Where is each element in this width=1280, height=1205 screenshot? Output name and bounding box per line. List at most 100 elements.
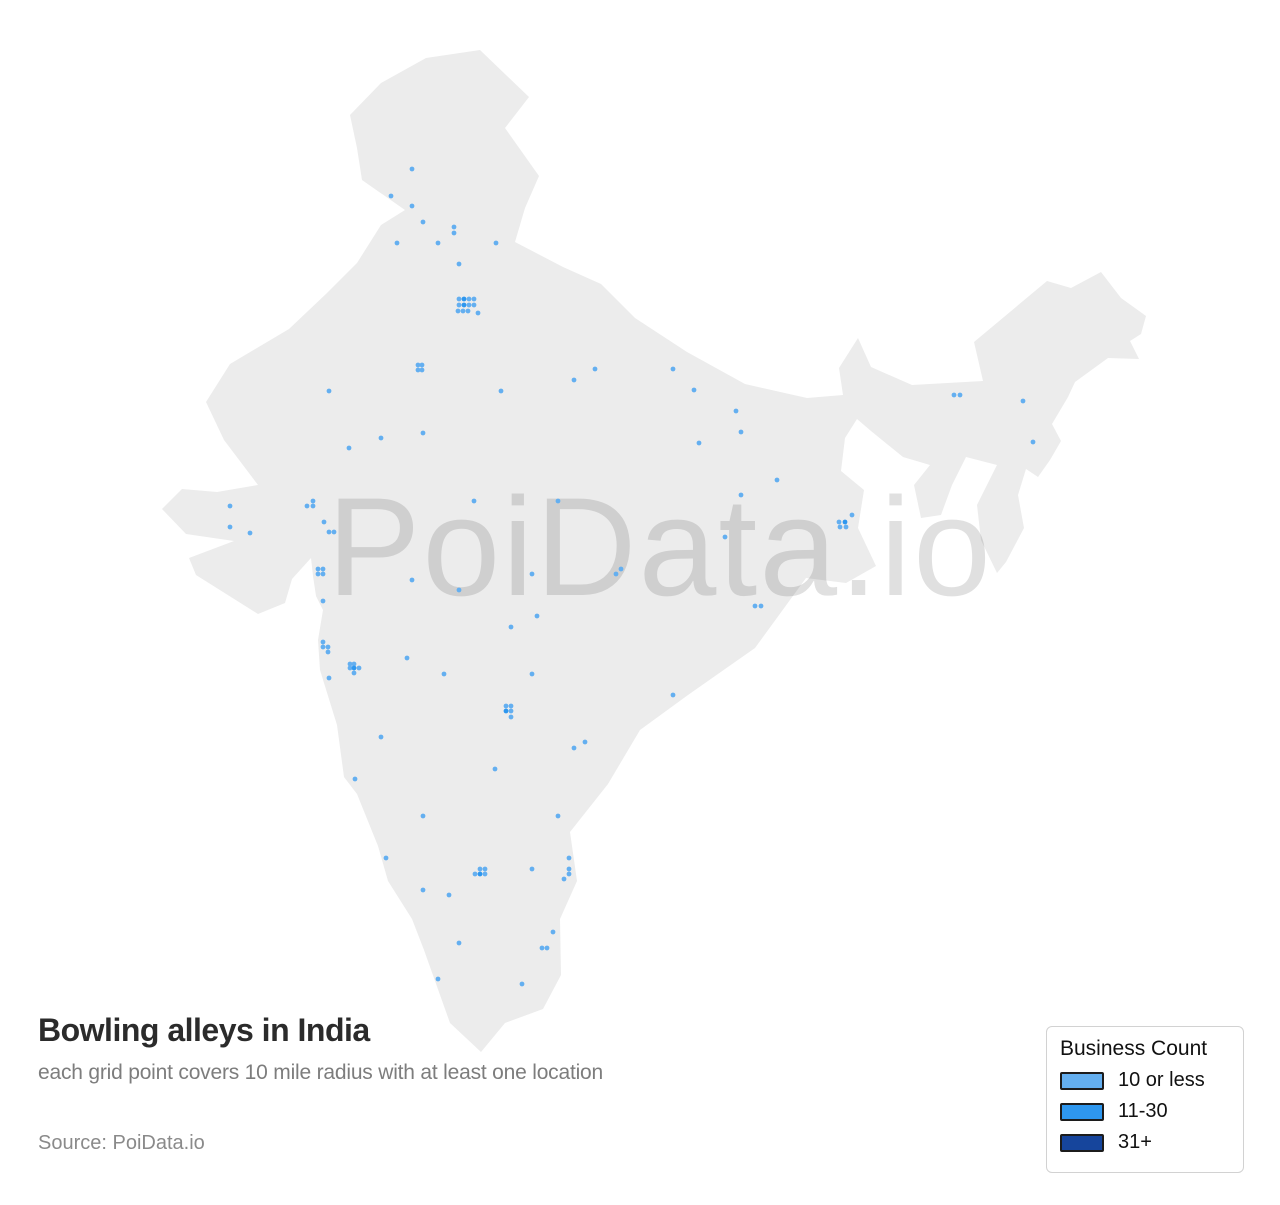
watermark: PoiData.io <box>327 468 993 625</box>
map-dot <box>419 367 425 373</box>
map-dot <box>227 503 233 509</box>
map-dot <box>409 166 415 172</box>
map-dot <box>419 362 425 368</box>
map-dot <box>842 519 848 525</box>
map-dot <box>492 766 498 772</box>
map-dot <box>951 392 957 398</box>
map-dot <box>394 240 400 246</box>
map-dot <box>472 871 478 877</box>
map-dot <box>347 661 353 667</box>
map-dot <box>529 866 535 872</box>
map-dot <box>351 665 357 671</box>
map-dot <box>326 388 332 394</box>
map-dot <box>738 429 744 435</box>
map-dot <box>351 670 357 676</box>
map-dot <box>571 745 577 751</box>
map-dot <box>571 377 577 383</box>
map-dot <box>733 408 739 414</box>
map-dot <box>696 440 702 446</box>
map-dot <box>670 366 676 372</box>
map-dot <box>325 644 331 650</box>
map-dot <box>722 534 728 540</box>
map-dot <box>321 519 327 525</box>
legend-row: 10 or less <box>1060 1069 1230 1092</box>
page-title: Bowling alleys in India <box>38 1012 370 1048</box>
map-dot <box>378 435 384 441</box>
map-dot <box>383 855 389 861</box>
map-dot <box>550 929 556 935</box>
map-dot <box>460 308 466 314</box>
legend-label-tier2: 11-30 <box>1118 1100 1168 1122</box>
map-dot <box>566 871 572 877</box>
map-dot <box>415 362 421 368</box>
map-dot <box>592 366 598 372</box>
map-dot <box>849 512 855 518</box>
map-dot <box>1030 439 1036 445</box>
map-dot <box>435 976 441 982</box>
map-dot <box>435 240 441 246</box>
map-dot <box>508 714 514 720</box>
map-dot <box>466 296 472 302</box>
map-dot <box>456 261 462 267</box>
map-dot <box>331 529 337 535</box>
map-dot <box>409 577 415 583</box>
legend-swatch-tier3 <box>1060 1133 1104 1152</box>
map-dot <box>508 708 514 714</box>
map-dot <box>957 392 963 398</box>
map-dot <box>441 671 447 677</box>
map-dot <box>498 388 504 394</box>
map-dot <box>618 566 624 572</box>
map-dot <box>304 503 310 509</box>
map-dot <box>461 296 467 302</box>
map-dot <box>351 661 357 667</box>
map-dot <box>503 703 509 709</box>
map-dot <box>461 302 467 308</box>
legend-swatch-tier2 <box>1060 1102 1104 1121</box>
map-dot <box>451 224 457 230</box>
map-dot <box>378 734 384 740</box>
map-dot <box>352 776 358 782</box>
source-note: Source: PoiData.io <box>38 1132 205 1154</box>
map-dot <box>503 708 509 714</box>
map-dot <box>388 193 394 199</box>
legend-row: 31+ <box>1060 1131 1230 1154</box>
map-dot <box>456 940 462 946</box>
map-dot <box>774 477 780 483</box>
map-dot <box>519 981 525 987</box>
legend-row: 11-30 <box>1060 1100 1230 1123</box>
map-dot <box>752 603 758 609</box>
legend-swatch-tier1 <box>1060 1071 1104 1090</box>
map-dot <box>471 302 477 308</box>
map-dot <box>471 498 477 504</box>
legend-label-tier3: 31+ <box>1118 1131 1152 1153</box>
map-dot <box>836 519 842 525</box>
map-dot <box>446 892 452 898</box>
map-dot <box>326 675 332 681</box>
map-dot <box>420 813 426 819</box>
map-dot <box>420 887 426 893</box>
map-dot <box>356 665 362 671</box>
map-dot <box>508 624 514 630</box>
legend-title: Business Count <box>1060 1037 1208 1060</box>
map-dot <box>456 302 462 308</box>
map-dot <box>482 866 488 872</box>
page-subtitle: each grid point covers 10 mile radius wi… <box>38 1061 604 1084</box>
legend-label-tier1: 10 or less <box>1118 1069 1205 1091</box>
map-dot <box>738 492 744 498</box>
map-dot <box>613 571 619 577</box>
map-dot <box>837 524 843 530</box>
map-dot <box>466 302 472 308</box>
map-dot <box>691 387 697 393</box>
map-dot <box>529 571 535 577</box>
map-dot <box>508 703 514 709</box>
map-dot <box>561 876 567 882</box>
map-dot <box>539 945 545 951</box>
title-block: Bowling alleys in India each grid point … <box>38 1012 798 1085</box>
map-dot <box>420 219 426 225</box>
map-dot <box>315 571 321 577</box>
location-dots <box>227 166 1036 987</box>
map-dot <box>320 566 326 572</box>
map-dot <box>315 566 321 572</box>
